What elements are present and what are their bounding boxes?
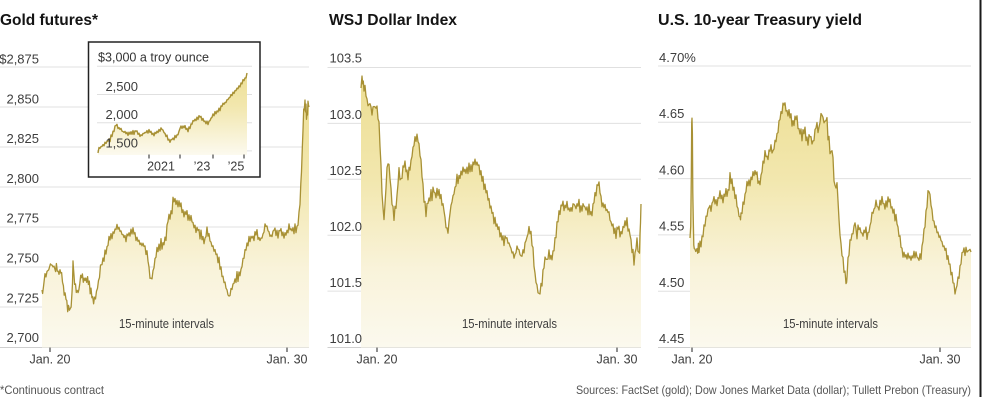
svg-text:Jan. 30: Jan. 30 bbox=[266, 353, 307, 367]
svg-text:2,800: 2,800 bbox=[6, 171, 39, 186]
svg-text:4.50: 4.50 bbox=[659, 275, 684, 290]
svg-text:2,775: 2,775 bbox=[6, 211, 39, 226]
svg-text:Jan. 30: Jan. 30 bbox=[596, 353, 637, 367]
svg-text:Gold futures*: Gold futures* bbox=[0, 12, 99, 29]
svg-text:2,750: 2,750 bbox=[6, 251, 39, 266]
svg-text:2021: 2021 bbox=[147, 160, 175, 174]
svg-text:103.0: 103.0 bbox=[330, 107, 363, 122]
svg-text:2,725: 2,725 bbox=[6, 290, 39, 305]
svg-text:WSJ Dollar Index: WSJ Dollar Index bbox=[329, 12, 457, 29]
svg-text:4.55: 4.55 bbox=[659, 219, 684, 234]
svg-text:2,850: 2,850 bbox=[6, 91, 39, 106]
svg-text:2,700: 2,700 bbox=[6, 330, 39, 345]
svg-text:Jan. 30: Jan. 30 bbox=[919, 353, 960, 367]
svg-text:1,500: 1,500 bbox=[105, 135, 138, 150]
svg-text:101.5: 101.5 bbox=[330, 275, 363, 290]
svg-text:$2,875: $2,875 bbox=[0, 52, 39, 67]
svg-text:4.65: 4.65 bbox=[659, 106, 684, 121]
svg-text:4.60: 4.60 bbox=[659, 162, 684, 177]
svg-text:’23: ’23 bbox=[194, 160, 211, 174]
svg-text:Sources: FactSet (gold); Dow J: Sources: FactSet (gold); Dow Jones Marke… bbox=[576, 383, 971, 397]
svg-text:101.0: 101.0 bbox=[330, 331, 363, 346]
svg-text:Jan. 20: Jan. 20 bbox=[356, 353, 397, 367]
svg-text:2,825: 2,825 bbox=[6, 131, 39, 146]
svg-text:$3,000 a troy ounce: $3,000 a troy ounce bbox=[98, 50, 209, 65]
svg-text:2,000: 2,000 bbox=[105, 107, 138, 122]
svg-text:102.0: 102.0 bbox=[330, 219, 363, 234]
svg-text:2,500: 2,500 bbox=[105, 79, 138, 94]
svg-text:102.5: 102.5 bbox=[330, 163, 363, 178]
svg-text:15-minute intervals: 15-minute intervals bbox=[462, 317, 557, 331]
svg-text:U.S. 10-year Treasury yield: U.S. 10-year Treasury yield bbox=[658, 12, 862, 29]
svg-text:’25: ’25 bbox=[228, 160, 245, 174]
svg-text:103.5: 103.5 bbox=[330, 51, 363, 66]
svg-text:15-minute intervals: 15-minute intervals bbox=[119, 317, 214, 331]
svg-text:Jan. 20: Jan. 20 bbox=[29, 353, 70, 367]
svg-text:4.70%: 4.70% bbox=[659, 50, 696, 65]
svg-text:4.45: 4.45 bbox=[659, 331, 684, 346]
svg-text:15-minute intervals: 15-minute intervals bbox=[783, 317, 878, 331]
svg-text:Jan. 20: Jan. 20 bbox=[671, 353, 712, 367]
svg-text:*Continuous contract: *Continuous contract bbox=[0, 383, 105, 397]
